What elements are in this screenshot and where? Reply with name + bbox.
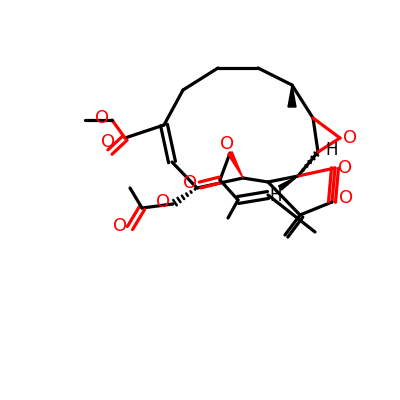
Text: H: H — [326, 141, 338, 159]
Text: O: O — [343, 129, 357, 147]
Text: O: O — [220, 135, 234, 153]
Text: O: O — [101, 133, 115, 151]
Text: O: O — [339, 189, 353, 207]
Polygon shape — [228, 152, 243, 178]
Text: O: O — [95, 109, 109, 127]
Text: O: O — [338, 159, 352, 177]
Text: O: O — [156, 193, 170, 211]
Text: O: O — [183, 174, 197, 192]
Polygon shape — [279, 176, 298, 190]
Text: H: H — [270, 187, 282, 205]
Polygon shape — [288, 85, 296, 107]
Text: O: O — [113, 217, 127, 235]
